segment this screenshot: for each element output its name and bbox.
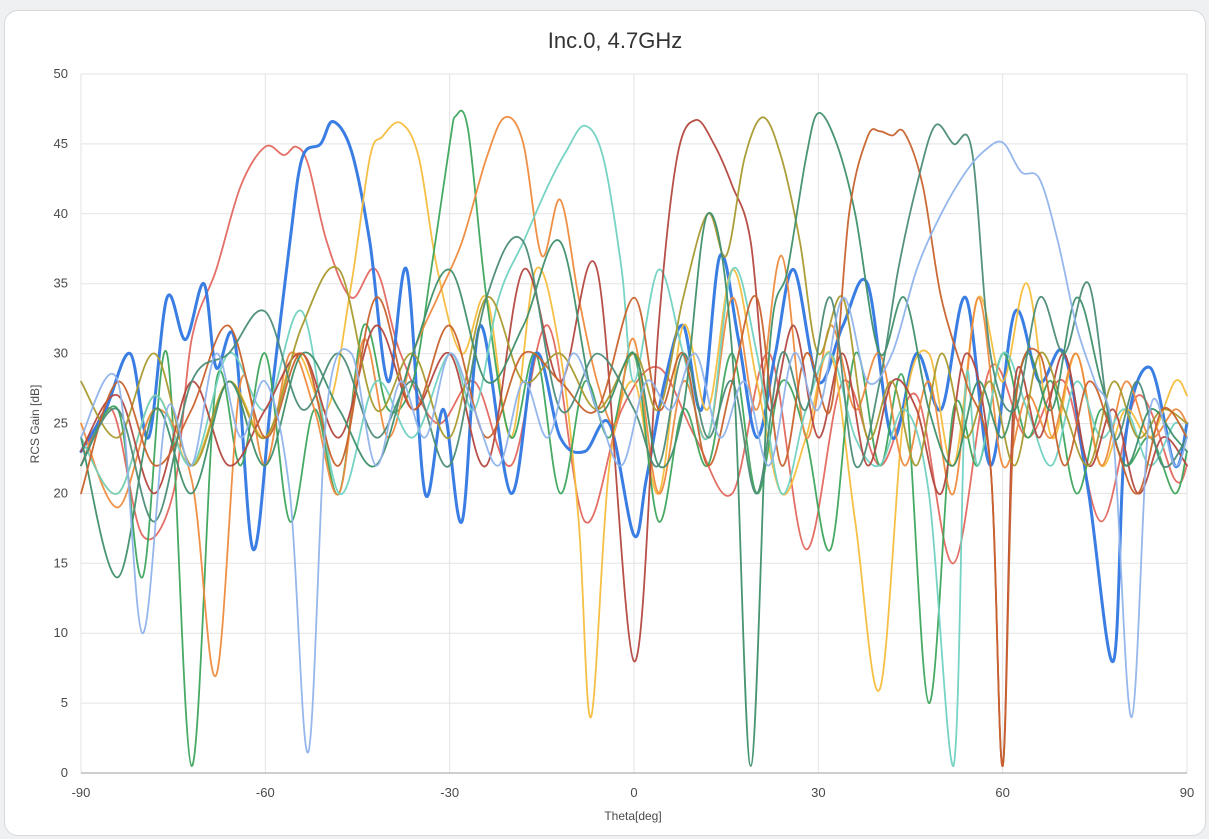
series-line-11 (80, 123, 1188, 523)
y-tick-label: 40 (54, 206, 68, 221)
series-line-9 (80, 112, 1188, 767)
series-line-12 (80, 140, 1188, 754)
x-tick-label: -60 (256, 785, 275, 800)
x-tick-label: -30 (440, 785, 459, 800)
x-tick-label: -90 (72, 785, 91, 800)
x-tick-label: 60 (995, 785, 1009, 800)
series-line-7 (80, 119, 1188, 767)
y-tick-label: 0 (61, 765, 68, 780)
x-tick-label: 30 (811, 785, 825, 800)
y-axis-label: RCS Gain [dB] (28, 385, 42, 464)
y-tick-label: 20 (54, 485, 68, 500)
series-line-5 (80, 115, 1188, 677)
x-tick-label: 0 (630, 785, 637, 800)
series-line-6 (80, 124, 1188, 767)
x-tick-label: 90 (1180, 785, 1194, 800)
tick-labels: 0 5 10 15 20 25 30 35 40 45 50 -90 -60 -30 0 30 60 90 (54, 66, 1195, 800)
chart-title: Inc.0, 4.7GHz (548, 28, 683, 53)
y-tick-label: 45 (54, 136, 68, 151)
y-tick-label: 15 (54, 555, 68, 570)
x-axis-label: Theta[deg] (604, 809, 661, 823)
series-group (79, 109, 1189, 767)
y-tick-label: 30 (54, 346, 68, 361)
y-tick-label: 5 (61, 695, 68, 710)
y-tick-label: 10 (54, 625, 68, 640)
series-line-10 (80, 128, 1188, 767)
y-tick-label: 35 (54, 276, 68, 291)
y-tick-label: 25 (54, 416, 68, 431)
y-tick-label: 50 (54, 66, 68, 81)
